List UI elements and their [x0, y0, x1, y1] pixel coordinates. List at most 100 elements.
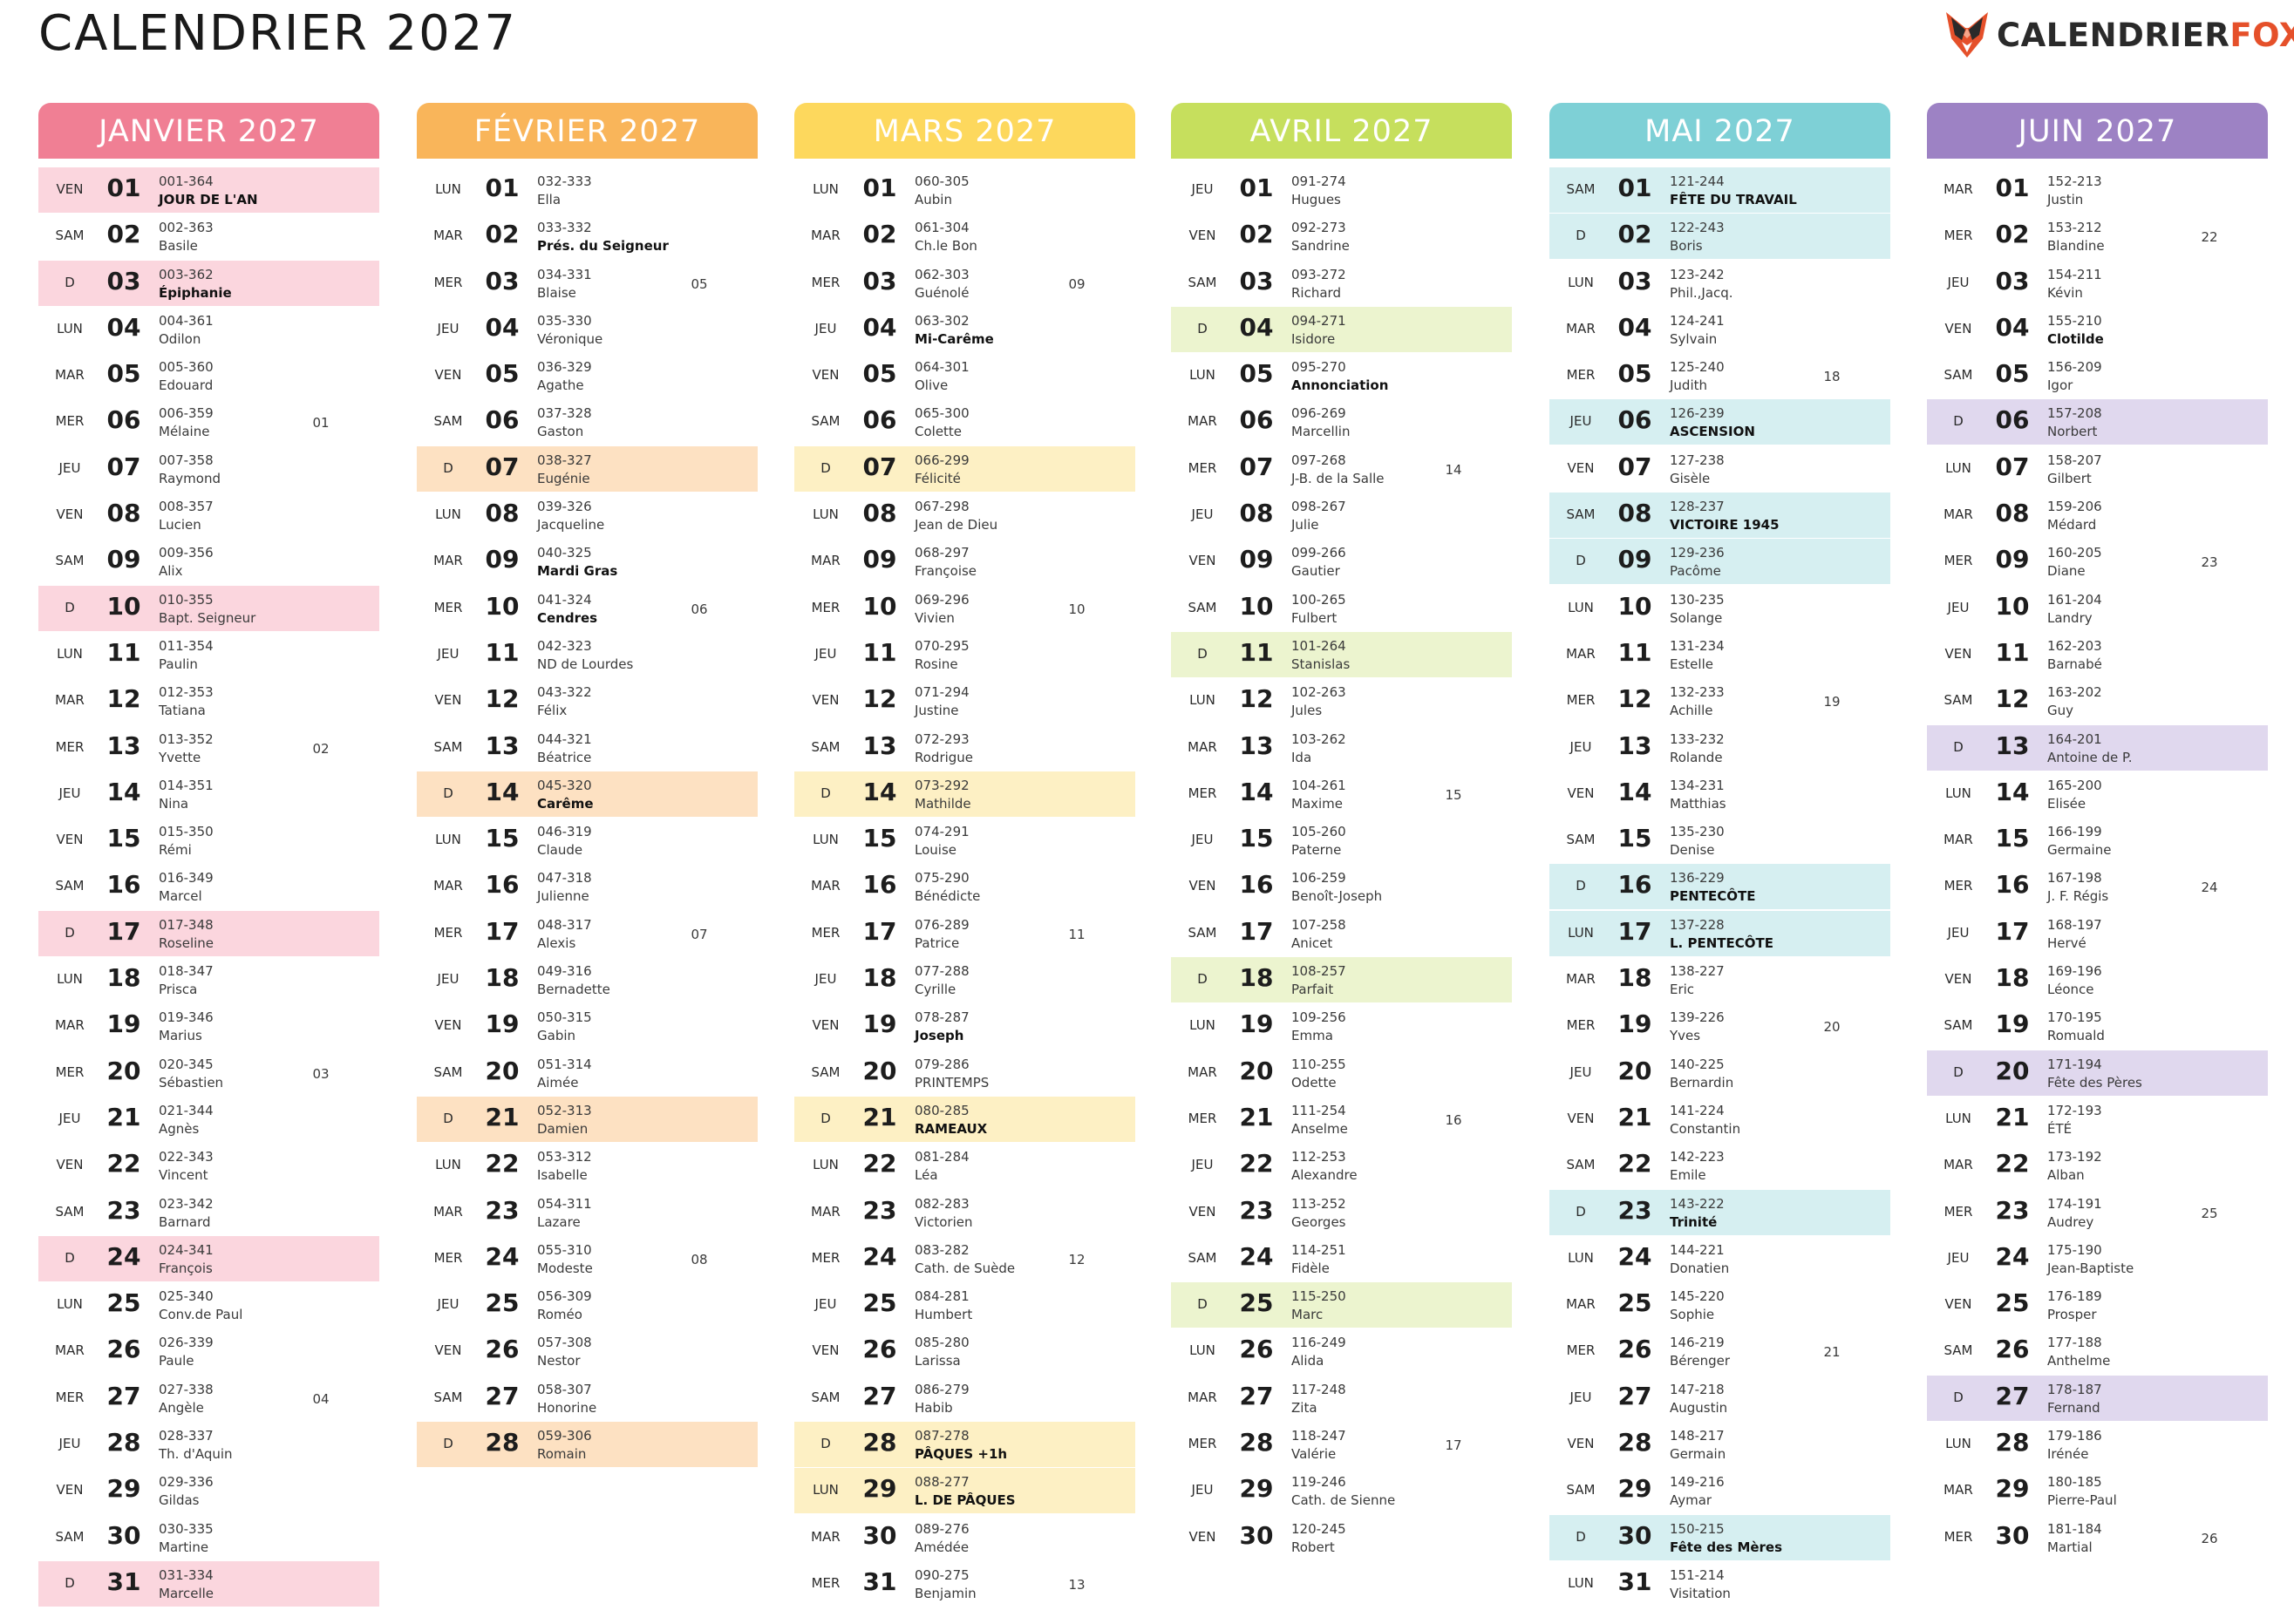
day-row[interactable]: MAR 04 124-241 Sylvain: [1549, 307, 1890, 353]
day-row[interactable]: MER 17 076-289 Patrice 11: [794, 911, 1135, 957]
day-row[interactable]: MAR 09 068-297 Françoise: [794, 539, 1135, 585]
day-row[interactable]: SAM 13 072-293 Rodrigue: [794, 725, 1135, 771]
day-row[interactable]: D 30 150-215 Fête des Mères: [1549, 1514, 1890, 1560]
day-row[interactable]: JEU 14 014-351 Nina: [38, 771, 379, 818]
day-row[interactable]: VEN 01 001-364 JOUR DE L'AN: [38, 167, 379, 213]
day-row[interactable]: LUN 08 067-298 Jean de Dieu: [794, 493, 1135, 539]
day-row[interactable]: VEN 19 050-315 Gabin: [417, 1003, 758, 1050]
day-row[interactable]: D 10 010-355 Bapt. Seigneur: [38, 585, 379, 631]
day-row[interactable]: VEN 07 127-238 Gisèle: [1549, 446, 1890, 493]
day-row[interactable]: VEN 08 008-357 Lucien: [38, 493, 379, 539]
day-row[interactable]: MER 21 111-254 Anselme 16: [1171, 1097, 1512, 1143]
day-row[interactable]: MAR 02 033-332 Prés. du Seigneur: [417, 214, 758, 260]
day-row[interactable]: MER 23 174-191 Audrey 25: [1927, 1190, 2268, 1236]
day-row[interactable]: MER 27 027-338 Angèle 04: [38, 1376, 379, 1422]
day-row[interactable]: MAR 23 082-283 Victorien: [794, 1190, 1135, 1236]
day-row[interactable]: JEU 01 091-274 Hugues: [1171, 167, 1512, 214]
day-row[interactable]: MAR 06 096-269 Marcellin: [1171, 399, 1512, 445]
day-row[interactable]: MER 12 132-233 Achille 19: [1549, 678, 1890, 724]
day-row[interactable]: SAM 13 044-321 Béatrice: [417, 725, 758, 771]
day-row[interactable]: D 02 122-243 Boris: [1549, 214, 1890, 260]
day-row[interactable]: MER 03 062-303 Guénolé 09: [794, 261, 1135, 307]
day-row[interactable]: LUN 31 151-214 Visitation: [1549, 1561, 1890, 1607]
day-row[interactable]: JEU 18 077-288 Cyrille: [794, 957, 1135, 1003]
day-row[interactable]: MER 05 125-240 Judith 18: [1549, 353, 1890, 399]
day-row[interactable]: SAM 27 058-307 Honorine: [417, 1376, 758, 1422]
day-row[interactable]: SAM 02 002-363 Basile: [38, 214, 379, 260]
day-row[interactable]: SAM 06 037-328 Gaston: [417, 399, 758, 445]
day-row[interactable]: JEU 17 168-197 Hervé: [1927, 911, 2268, 957]
day-row[interactable]: MAR 20 110-255 Odette: [1171, 1050, 1512, 1097]
day-row[interactable]: MAR 27 117-248 Zita: [1171, 1376, 1512, 1422]
brand-logo[interactable]: CALENDRIERFOX: [1943, 7, 2294, 63]
day-row[interactable]: MER 17 048-317 Alexis 07: [417, 911, 758, 957]
day-row[interactable]: VEN 25 176-189 Prosper: [1927, 1282, 2268, 1328]
day-row[interactable]: VEN 12 071-294 Justine: [794, 678, 1135, 724]
day-row[interactable]: VEN 18 169-196 Léonce: [1927, 957, 2268, 1003]
day-row[interactable]: LUN 19 109-256 Emma: [1171, 1003, 1512, 1050]
day-row[interactable]: JEU 15 105-260 Paterne: [1171, 818, 1512, 864]
day-row[interactable]: SAM 20 051-314 Aimée: [417, 1050, 758, 1097]
day-row[interactable]: MER 07 097-268 J-B. de la Salle 14: [1171, 446, 1512, 493]
day-row[interactable]: VEN 22 022-343 Vincent: [38, 1143, 379, 1189]
day-row[interactable]: MER 31 090-275 Benjamin 13: [794, 1561, 1135, 1607]
day-row[interactable]: D 20 171-194 Fête des Pères: [1927, 1050, 2268, 1096]
day-row[interactable]: MAR 15 166-199 Germaine: [1927, 818, 2268, 864]
day-row[interactable]: LUN 22 081-284 Léa: [794, 1143, 1135, 1189]
day-row[interactable]: LUN 17 137-228 L. PENTECÔTE: [1549, 910, 1890, 956]
day-row[interactable]: D 04 094-271 Isidore: [1171, 306, 1512, 352]
day-row[interactable]: MER 19 139-226 Yves 20: [1549, 1003, 1890, 1050]
day-row[interactable]: MAR 22 173-192 Alban: [1927, 1143, 2268, 1189]
day-row[interactable]: MER 30 181-184 Martial 26: [1927, 1515, 2268, 1561]
day-row[interactable]: SAM 27 086-279 Habib: [794, 1376, 1135, 1422]
day-row[interactable]: JEU 04 063-302 Mi-Carême: [794, 307, 1135, 353]
day-row[interactable]: D 07 066-299 Félicité: [794, 445, 1135, 492]
day-row[interactable]: MAR 12 012-353 Tatiana: [38, 678, 379, 724]
day-row[interactable]: JEU 18 049-316 Bernadette: [417, 957, 758, 1003]
day-row[interactable]: D 13 164-201 Antoine de P.: [1927, 724, 2268, 771]
day-row[interactable]: MER 09 160-205 Diane 23: [1927, 539, 2268, 585]
day-row[interactable]: JEU 10 161-204 Landry: [1927, 586, 2268, 632]
day-row[interactable]: LUN 04 004-361 Odilon: [38, 307, 379, 353]
day-row[interactable]: MAR 09 040-325 Mardi Gras: [417, 539, 758, 585]
day-row[interactable]: VEN 15 015-350 Rémi: [38, 818, 379, 864]
day-row[interactable]: D 18 108-257 Parfait: [1171, 957, 1512, 1003]
day-row[interactable]: VEN 30 120-245 Robert: [1171, 1515, 1512, 1561]
day-row[interactable]: VEN 23 113-252 Georges: [1171, 1190, 1512, 1236]
day-row[interactable]: LUN 03 123-242 Phil.,Jacq.: [1549, 261, 1890, 307]
day-row[interactable]: LUN 14 165-200 Elisée: [1927, 771, 2268, 818]
day-row[interactable]: SAM 20 079-286 PRINTEMPS: [794, 1050, 1135, 1097]
day-row[interactable]: LUN 11 011-354 Paulin: [38, 632, 379, 678]
day-row[interactable]: D 21 080-285 RAMEAUX: [794, 1096, 1135, 1142]
day-row[interactable]: D 06 157-208 Norbert: [1927, 399, 2268, 445]
day-row[interactable]: MER 20 020-345 Sébastien 03: [38, 1050, 379, 1097]
day-row[interactable]: D 31 031-334 Marcelle: [38, 1560, 379, 1607]
day-row[interactable]: SAM 15 135-230 Denise: [1549, 818, 1890, 864]
day-row[interactable]: SAM 19 170-195 Romuald: [1927, 1003, 2268, 1050]
day-row[interactable]: D 24 024-341 François: [38, 1235, 379, 1281]
day-row[interactable]: JEU 21 021-344 Agnès: [38, 1097, 379, 1143]
day-row[interactable]: SAM 24 114-251 Fidèle: [1171, 1236, 1512, 1282]
day-row[interactable]: D 27 178-187 Fernand: [1927, 1375, 2268, 1421]
day-row[interactable]: SAM 16 016-349 Marcel: [38, 864, 379, 910]
day-row[interactable]: MER 16 167-198 J. F. Régis 24: [1927, 864, 2268, 910]
day-row[interactable]: D 16 136-229 PENTECÔTE: [1549, 864, 1890, 910]
day-row[interactable]: LUN 28 179-186 Irénée: [1927, 1422, 2268, 1468]
day-row[interactable]: MAR 18 138-227 Eric: [1549, 957, 1890, 1003]
day-row[interactable]: VEN 21 141-224 Constantin: [1549, 1097, 1890, 1143]
day-row[interactable]: VEN 26 085-280 Larissa: [794, 1328, 1135, 1375]
day-row[interactable]: LUN 29 088-277 L. DE PÂQUES: [794, 1468, 1135, 1514]
day-row[interactable]: LUN 26 116-249 Alida: [1171, 1328, 1512, 1375]
day-row[interactable]: MER 24 055-310 Modeste 08: [417, 1236, 758, 1282]
day-row[interactable]: MAR 25 145-220 Sophie: [1549, 1282, 1890, 1328]
day-row[interactable]: MAR 23 054-311 Lazare: [417, 1190, 758, 1236]
day-row[interactable]: LUN 21 172-193 ÉTÉ: [1927, 1097, 2268, 1143]
day-row[interactable]: JEU 08 098-267 Julie: [1171, 493, 1512, 539]
day-row[interactable]: VEN 26 057-308 Nestor: [417, 1328, 758, 1375]
day-row[interactable]: VEN 09 099-266 Gautier: [1171, 539, 1512, 585]
day-row[interactable]: VEN 16 106-259 Benoît-Joseph: [1171, 864, 1512, 910]
day-row[interactable]: D 28 059-306 Romain: [417, 1422, 758, 1468]
day-row[interactable]: LUN 12 102-263 Jules: [1171, 678, 1512, 724]
day-row[interactable]: JEU 11 042-323 ND de Lourdes: [417, 632, 758, 678]
day-row[interactable]: MAR 08 159-206 Médard: [1927, 493, 2268, 539]
